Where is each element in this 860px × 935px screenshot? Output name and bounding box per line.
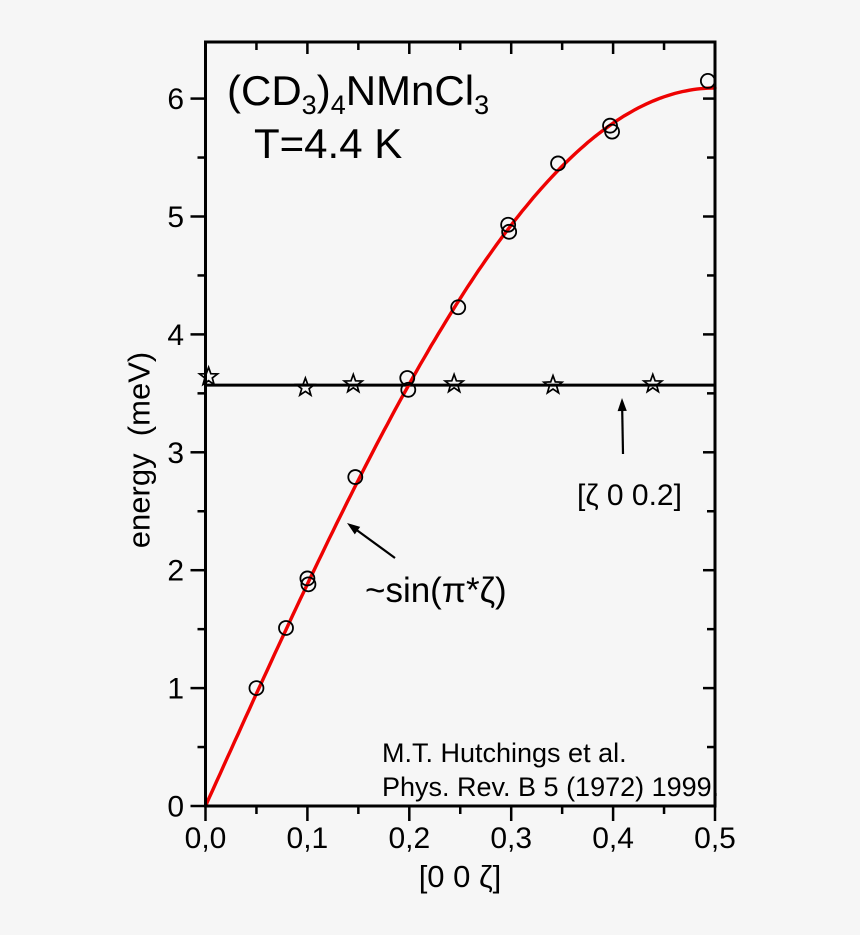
sine-fit-curve <box>203 86 717 808</box>
title-subscript: 3 <box>474 90 490 120</box>
x-tick-label: 0,3 <box>490 822 532 855</box>
title-text: ) <box>316 67 331 114</box>
y-tick-label: 3 <box>167 437 184 470</box>
annotation-arrow-head <box>617 398 627 412</box>
circle-data-point <box>278 620 294 636</box>
y-tick-label: 6 <box>167 83 184 116</box>
annotation-arrow-shaft <box>354 528 396 559</box>
circle-data-point <box>248 680 265 696</box>
circle-data-point <box>501 223 518 240</box>
sample-formula-title: (CD3)4NMnCl3 <box>227 67 489 118</box>
star-data-point <box>341 371 365 394</box>
circle-data-point <box>347 469 364 485</box>
annotation-arrow-shaft <box>621 407 625 455</box>
y-axis-title: energy (meV) <box>121 351 157 549</box>
circle-data-point <box>300 576 317 593</box>
title-text: NMnCl <box>345 67 475 114</box>
x-tick-label: 0,5 <box>694 822 736 855</box>
citation-journal: Phys. Rev. B 5 (1972) 1999. <box>382 772 720 802</box>
citation-authors: M.T. Hutchings et al. <box>382 738 627 768</box>
title-subscript: 3 <box>301 90 317 120</box>
temperature-label: T=4.4 K <box>254 120 403 167</box>
circle-data-point <box>399 370 416 386</box>
star-data-point <box>641 371 665 394</box>
y-tick-label: 0 <box>167 791 184 824</box>
x-tick-label: 0,4 <box>592 822 634 855</box>
y-tick-label: 1 <box>167 673 184 706</box>
y-tick-label: 4 <box>167 319 184 352</box>
circle-data-point <box>604 123 620 140</box>
x-tick-label: 0,0 <box>185 822 227 855</box>
title-subscript: 4 <box>330 90 346 120</box>
circle-data-point <box>400 381 417 398</box>
star-data-point <box>197 364 220 387</box>
title-text: (CD <box>227 67 302 114</box>
circle-data-point <box>699 73 716 89</box>
annotation-arrow-head <box>347 523 361 535</box>
flat-branch-annotation: [ζ 0 0.2] <box>577 479 682 512</box>
star-data-point <box>442 371 466 394</box>
x-axis-title: [0 0 ζ] <box>418 859 502 894</box>
citation: M.T. Hutchings et al. Phys. Rev. B 5 (197… <box>382 736 719 804</box>
y-tick-label: 2 <box>167 555 184 588</box>
sine-fit-annotation: ~sin(π*ζ) <box>365 571 507 610</box>
circle-data-point <box>500 216 517 233</box>
x-tick-label: 0,1 <box>287 822 329 855</box>
circle-data-point <box>450 299 467 316</box>
x-tick-label: 0,2 <box>388 822 430 855</box>
star-data-point <box>293 375 317 398</box>
y-tick-label: 5 <box>167 201 184 234</box>
circle-data-point <box>299 570 316 587</box>
star-data-point <box>541 373 565 395</box>
circle-data-point <box>550 155 566 172</box>
